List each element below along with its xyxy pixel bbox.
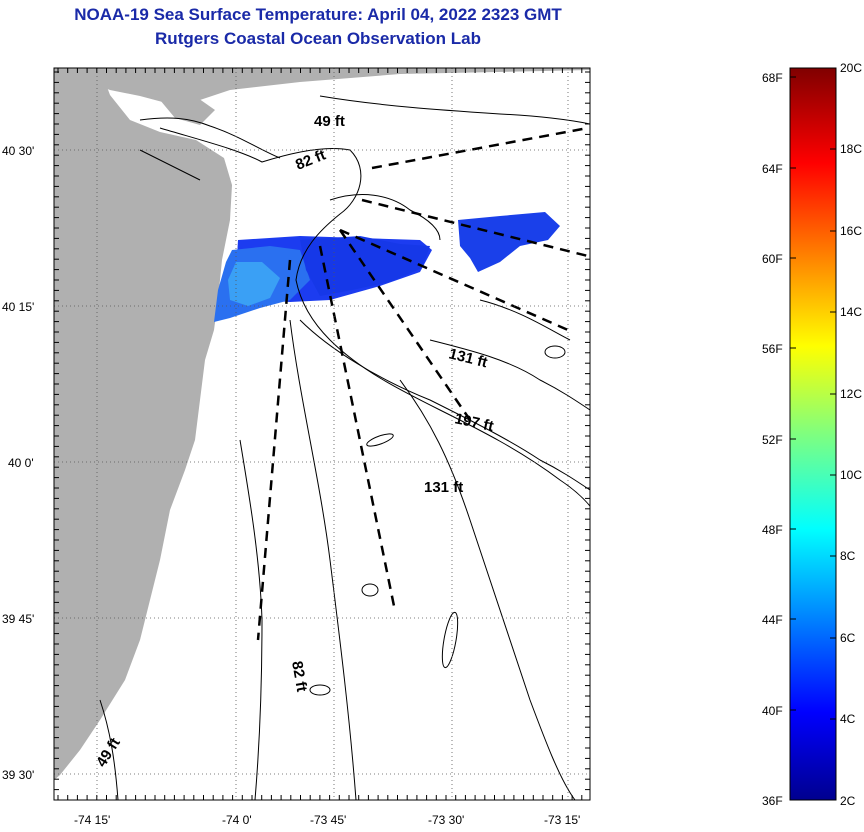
colorbar <box>789 67 837 801</box>
cb-f-label: 56F <box>762 342 783 356</box>
graticule <box>54 68 590 800</box>
cb-c-label: 10C <box>840 468 862 482</box>
lat-label: 39 30' <box>2 768 34 782</box>
cb-c-label: 6C <box>840 631 856 645</box>
depth-label-82ft-south: 82 ft <box>288 660 310 693</box>
cb-f-label: 52F <box>762 433 783 447</box>
land-long-island <box>54 68 590 104</box>
axis-ticks <box>54 68 590 801</box>
cb-c-label: 4C <box>840 712 856 726</box>
depth-label-49ft-north: 49 ft <box>314 113 345 130</box>
land-patch <box>160 96 215 125</box>
colorbar-f-labels: 68F 64F 60F 56F 52F 48F 44F 40F 36F <box>762 71 783 808</box>
cb-c-label: 14C <box>840 305 862 319</box>
cb-c-label: 12C <box>840 387 862 401</box>
lon-label: -73 15' <box>544 813 580 827</box>
lon-label: -74 15' <box>74 813 110 827</box>
cb-f-label: 36F <box>762 794 783 808</box>
cb-f-label: 44F <box>762 613 783 627</box>
transect-lines <box>256 126 589 641</box>
cb-f-label: 64F <box>762 162 783 176</box>
lon-label: -74 0' <box>222 813 252 827</box>
cb-f-label: 40F <box>762 704 783 718</box>
depth-contours <box>99 95 590 800</box>
map-subtitle: Rutgers Coastal Ocean Observation Lab <box>155 29 481 48</box>
longitude-labels: -74 15' -74 0' -73 45' -73 30' -73 15' <box>74 813 580 827</box>
sst-data-patches <box>214 212 560 322</box>
colorbar-c-labels: 20C 18C 16C 14C 12C 10C 8C 6C 4C 2C <box>840 61 862 808</box>
map-border <box>53 67 591 801</box>
lat-label: 40 0' <box>8 456 34 470</box>
cb-f-label: 60F <box>762 252 783 266</box>
cb-c-label: 2C <box>840 794 856 808</box>
land-new-jersey <box>54 68 232 780</box>
latitude-labels: 40 30' 40 15' 40 0' 39 45' 39 30' <box>2 144 34 782</box>
cb-f-label: 68F <box>762 71 783 85</box>
cb-c-label: 16C <box>840 224 862 238</box>
lon-label: -73 45' <box>310 813 346 827</box>
map-title: NOAA-19 Sea Surface Temperature: April 0… <box>74 5 562 24</box>
lat-label: 39 45' <box>2 612 34 626</box>
cb-c-label: 18C <box>840 142 862 156</box>
cb-c-label: 20C <box>840 61 862 75</box>
cb-f-label: 48F <box>762 523 783 537</box>
colorbar-ticks <box>790 76 836 720</box>
lat-label: 40 30' <box>2 144 34 158</box>
depth-label-131ft-south: 131 ft <box>424 479 463 496</box>
cb-c-label: 8C <box>840 549 856 563</box>
lat-label: 40 15' <box>2 300 34 314</box>
lon-label: -73 30' <box>428 813 464 827</box>
